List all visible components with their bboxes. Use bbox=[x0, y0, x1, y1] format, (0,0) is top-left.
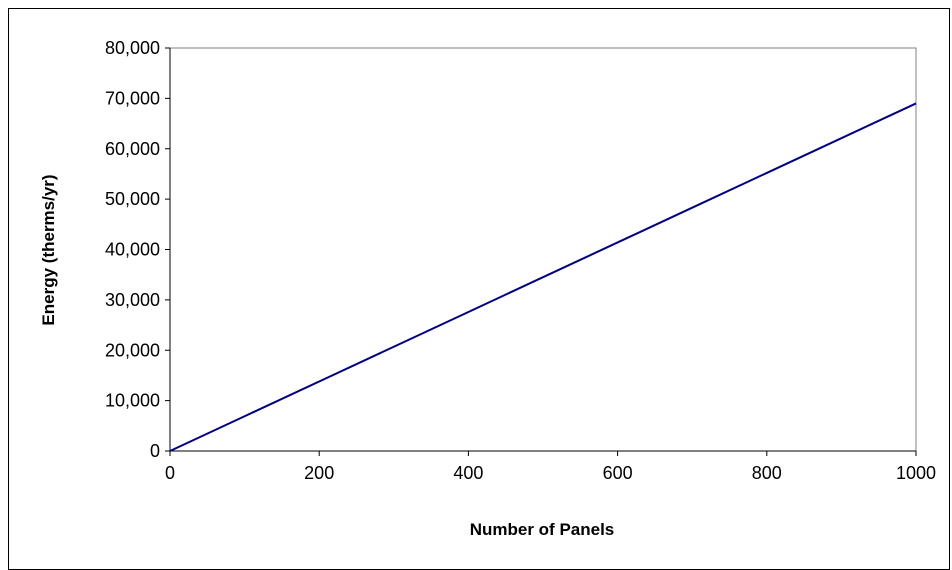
y-tick-label: 30,000 bbox=[105, 290, 160, 310]
x-tick-label: 200 bbox=[304, 463, 334, 483]
y-tick-label: 60,000 bbox=[105, 139, 160, 159]
plot-area bbox=[169, 47, 917, 452]
y-axis-title: Energy (therms/yr) bbox=[39, 174, 58, 325]
x-tick-label: 400 bbox=[453, 463, 483, 483]
x-axis-title: Number of Panels bbox=[470, 520, 615, 539]
x-tick-label: 800 bbox=[752, 463, 782, 483]
x-tick-label: 600 bbox=[603, 463, 633, 483]
x-tick-label: 0 bbox=[165, 463, 175, 483]
y-tick-label: 0 bbox=[150, 441, 160, 461]
series-line bbox=[169, 102, 917, 452]
y-tick-label: 10,000 bbox=[105, 391, 160, 411]
y-tick-label: 40,000 bbox=[105, 240, 160, 260]
y-tick-label: 20,000 bbox=[105, 340, 160, 360]
y-tick-label: 70,000 bbox=[105, 88, 160, 108]
x-tick-label: 1000 bbox=[896, 463, 936, 483]
y-tick-label: 50,000 bbox=[105, 189, 160, 209]
y-tick-label: 80,000 bbox=[105, 38, 160, 58]
